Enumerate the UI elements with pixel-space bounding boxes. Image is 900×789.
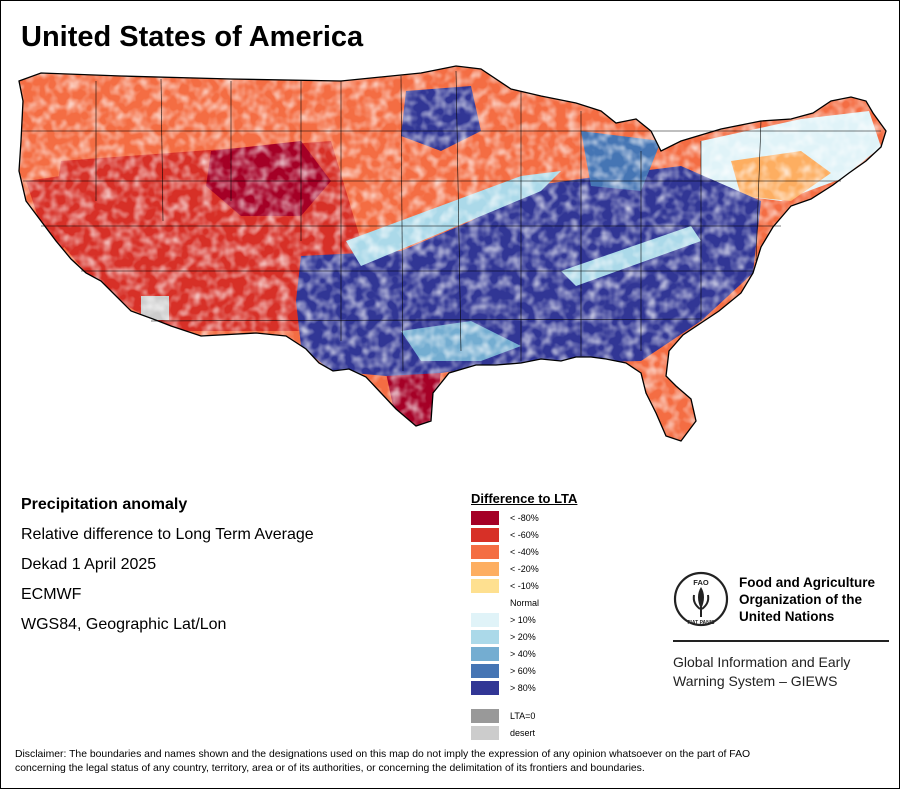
giews-line: Warning System – GIEWS bbox=[673, 673, 838, 689]
fao-name-line: United Nations bbox=[739, 609, 835, 624]
info-period: Dekad 1 April 2025 bbox=[21, 556, 157, 573]
fao-motto: FIAT PANIS bbox=[687, 620, 715, 626]
legend-label: < -40% bbox=[510, 547, 539, 557]
legend-swatch bbox=[471, 545, 499, 559]
legend-swatch bbox=[471, 664, 499, 678]
legend-swatch bbox=[471, 511, 499, 525]
legend-swatch bbox=[471, 579, 499, 593]
legend-swatch bbox=[471, 528, 499, 542]
disclaimer: Disclaimer: The boundaries and names sho… bbox=[15, 748, 885, 776]
giews-label: Global Information and Early Warning Sys… bbox=[673, 653, 850, 691]
state-borders bbox=[21, 70, 881, 372]
fao-name: Food and Agriculture Organization of the… bbox=[739, 574, 875, 625]
legend: Difference to LTA < -80% < -60% < -40% <… bbox=[471, 491, 651, 740]
legend-label: > 20% bbox=[510, 632, 536, 642]
info-description: Relative difference to Long Term Average bbox=[21, 526, 314, 543]
legend-label: > 40% bbox=[510, 649, 536, 659]
legend-label: Normal bbox=[510, 598, 540, 608]
legend-swatch bbox=[471, 562, 499, 576]
divider bbox=[673, 640, 889, 642]
fao-logo-text: FAO bbox=[693, 578, 709, 587]
legend-swatch bbox=[471, 596, 499, 610]
legend-label: > 80% bbox=[510, 683, 536, 693]
info-title: Precipitation anomaly bbox=[21, 496, 188, 513]
legend-label: < -60% bbox=[510, 530, 539, 540]
map-title: United States of America bbox=[21, 21, 364, 53]
legend-rows: < -80% < -60% < -40% < -20% < -10% Norma… bbox=[471, 511, 651, 741]
legend-swatch bbox=[471, 709, 499, 723]
legend-label: < -10% bbox=[510, 581, 539, 591]
precipitation-anomaly-map bbox=[18, 65, 887, 442]
info-projection: WGS84, Geographic Lat/Lon bbox=[21, 616, 227, 633]
disclaimer-line: concerning the legal status of any count… bbox=[15, 763, 645, 774]
fao-name-line: Food and Agriculture bbox=[739, 575, 875, 590]
legend-swatch bbox=[471, 630, 499, 644]
info-source: ECMWF bbox=[21, 586, 82, 603]
legend-label: > 10% bbox=[510, 615, 536, 625]
legend-label: > 60% bbox=[510, 666, 536, 676]
legend-label: LTA=0 bbox=[510, 711, 536, 721]
legend-swatch bbox=[471, 681, 499, 695]
legend-label: < -20% bbox=[510, 564, 539, 574]
giews-line: Global Information and Early bbox=[673, 654, 851, 670]
fao-name-line: Organization of the bbox=[739, 592, 862, 607]
legend-swatch bbox=[471, 726, 499, 740]
fao-logo-icon: FAO FIAT PANIS bbox=[673, 571, 729, 627]
legend-swatch bbox=[471, 647, 499, 661]
map-info: Precipitation anomaly Relative differenc… bbox=[21, 495, 314, 645]
legend-swatch bbox=[471, 613, 499, 627]
disclaimer-line: Disclaimer: The boundaries and names sho… bbox=[15, 749, 751, 760]
legend-label: < -80% bbox=[510, 513, 539, 523]
legend-label: desert bbox=[510, 728, 536, 738]
legend-title: Difference to LTA bbox=[471, 491, 578, 506]
